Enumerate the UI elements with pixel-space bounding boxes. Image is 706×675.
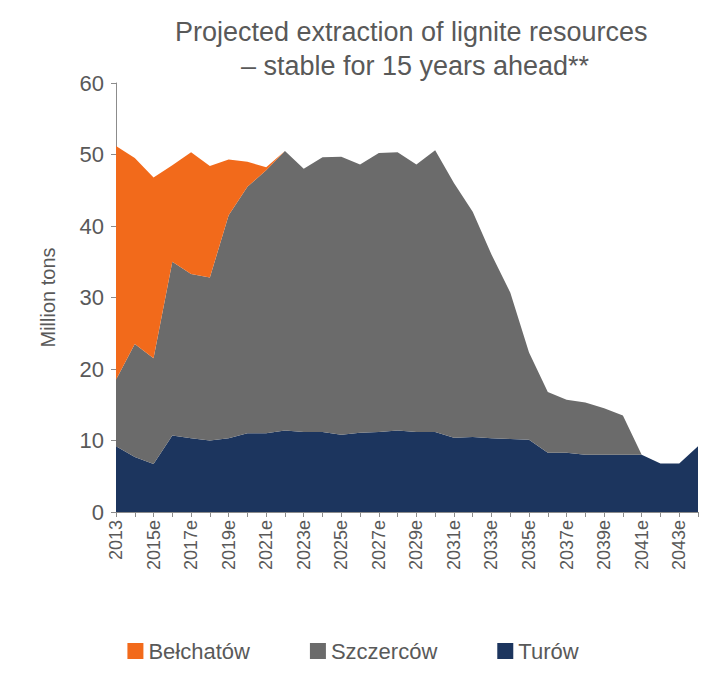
svg-text:30: 30 bbox=[80, 285, 104, 310]
svg-text:Million tons: Million tons bbox=[37, 247, 59, 347]
svg-text:2043e: 2043e bbox=[669, 520, 689, 570]
svg-text:– stable for 15 years ahead**: – stable for 15 years ahead** bbox=[241, 51, 590, 81]
svg-text:2019e: 2019e bbox=[219, 520, 239, 570]
svg-text:2031e: 2031e bbox=[444, 520, 464, 570]
svg-text:0: 0 bbox=[92, 500, 104, 525]
svg-text:Projected extraction of lignit: Projected extraction of lignite resource… bbox=[175, 17, 655, 47]
svg-text:Turów: Turów bbox=[518, 639, 578, 664]
svg-text:60: 60 bbox=[80, 71, 104, 96]
svg-text:2017e: 2017e bbox=[181, 520, 201, 570]
svg-text:2023e: 2023e bbox=[294, 520, 314, 570]
svg-text:2029e: 2029e bbox=[406, 520, 426, 570]
svg-text:2035e: 2035e bbox=[519, 520, 539, 570]
svg-text:2021e: 2021e bbox=[256, 520, 276, 570]
svg-text:2015e: 2015e bbox=[144, 520, 164, 570]
svg-text:2025e: 2025e bbox=[331, 520, 351, 570]
svg-text:10: 10 bbox=[80, 428, 104, 453]
svg-text:2027e: 2027e bbox=[369, 520, 389, 570]
svg-text:Bełchatów: Bełchatów bbox=[148, 639, 250, 664]
svg-text:2041e: 2041e bbox=[632, 520, 652, 570]
svg-text:40: 40 bbox=[80, 214, 104, 239]
svg-text:2037e: 2037e bbox=[557, 520, 577, 570]
svg-text:2033e: 2033e bbox=[481, 520, 501, 570]
svg-text:Szczerców: Szczerców bbox=[331, 639, 437, 664]
svg-text:20: 20 bbox=[80, 357, 104, 382]
svg-text:2039e: 2039e bbox=[594, 520, 614, 570]
svg-text:50: 50 bbox=[80, 142, 104, 167]
svg-text:2013: 2013 bbox=[106, 520, 126, 560]
